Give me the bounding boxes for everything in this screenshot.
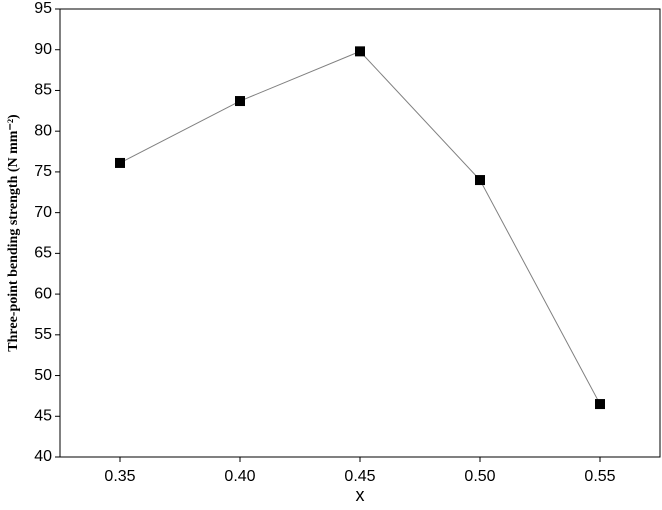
y-axis-label: Three-point bending strength (N mm⁻²) [6,114,21,352]
marker [475,175,485,186]
marker [355,46,365,57]
y-tick-label: 55 [34,326,52,343]
y-tick-label: 40 [34,448,52,465]
x-tick-label: 0.45 [344,468,375,485]
y-tick-label: 70 [34,204,52,221]
x-axis-label: x [356,485,365,505]
y-tick-label: 95 [34,0,52,17]
y-tick-label: 50 [34,367,52,384]
x-tick-label: 0.35 [104,468,135,485]
x-tick-label: 0.55 [584,468,615,485]
y-tick-label: 75 [34,163,52,180]
series-line [119,50,601,405]
y-tick-label: 85 [34,82,52,99]
y-tick-label: 65 [34,245,52,262]
marker [235,96,245,107]
plot-frame [59,8,661,458]
y-tick-label: 90 [34,41,52,58]
marker [115,157,125,168]
y-tick-label: 60 [34,285,52,302]
marker [595,399,605,410]
x-tick-label: 0.50 [464,468,495,485]
x-tick-label: 0.40 [224,468,255,485]
y-tick-label: 45 [34,407,52,424]
y-tick-label: 80 [34,122,52,139]
